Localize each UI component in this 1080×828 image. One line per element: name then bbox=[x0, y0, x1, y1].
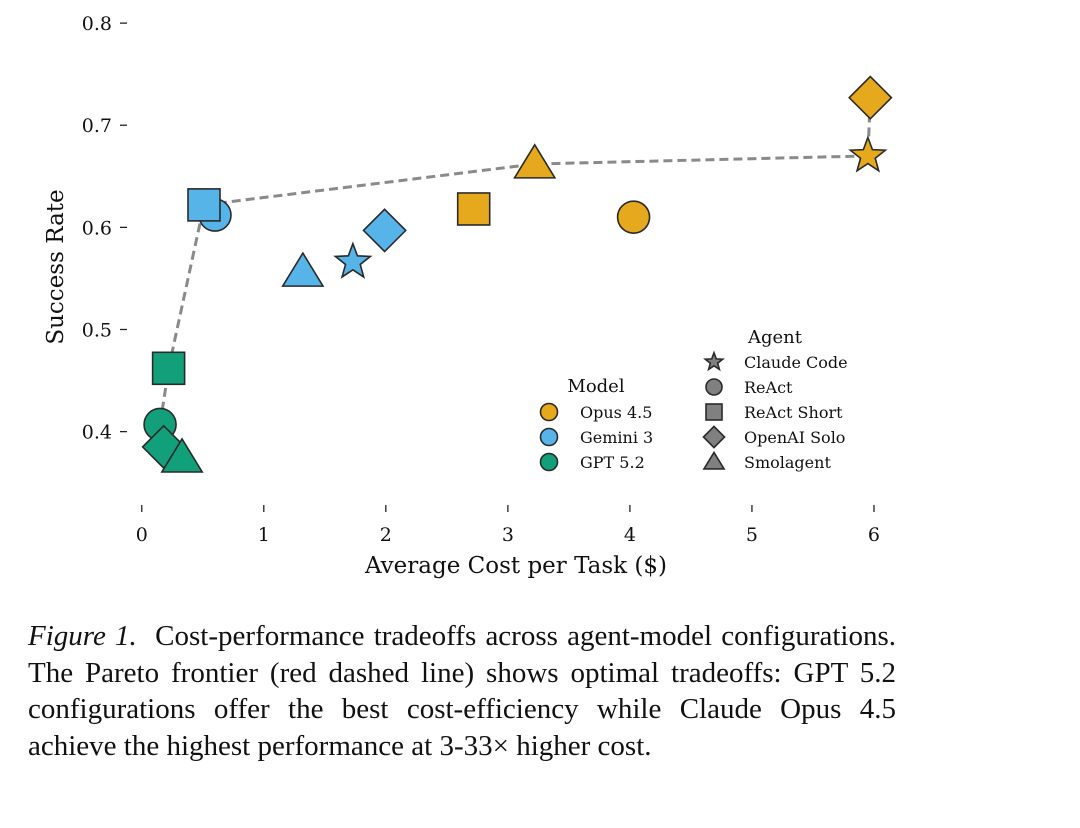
x-tick-label: 2 bbox=[380, 524, 392, 546]
legend-agent-label-react: ReAct bbox=[744, 378, 793, 397]
pareto-frontier-line bbox=[158, 97, 872, 425]
legend-agent-label-claude-code: Claude Code bbox=[744, 353, 848, 372]
caption-text: Cost-performance tradeoffs across agent-… bbox=[28, 620, 896, 762]
y-axis: 0.4 0.5 0.6 0.7 0.8 bbox=[82, 13, 127, 444]
legend-agent-marker-claude-code bbox=[703, 350, 725, 372]
legend-model-label-gpt-5-2: GPT 5.2 bbox=[580, 453, 645, 472]
data-points bbox=[141, 75, 893, 473]
point-gemini-3-react-short bbox=[187, 188, 221, 222]
legend-agent-label-openai-solo: OpenAI Solo bbox=[744, 428, 845, 447]
x-tick-label: 4 bbox=[624, 524, 636, 546]
legend-model: Model Opus 4.5 Gemini 3 GPT 5.2 bbox=[539, 376, 653, 472]
y-tick-label: 0.7 bbox=[82, 115, 112, 137]
x-tick-label: 6 bbox=[868, 524, 880, 546]
y-tick-label: 0.5 bbox=[82, 319, 112, 341]
legend-model-label-gemini-3: Gemini 3 bbox=[580, 428, 653, 447]
legend-agent-marker-smolagent bbox=[702, 450, 726, 470]
y-axis-label: Success Rate bbox=[43, 189, 69, 344]
pareto-frontier-group bbox=[158, 97, 872, 425]
point-opus-4-5-openai-solo bbox=[848, 75, 893, 120]
point-opus-4-5-smolagent bbox=[513, 143, 557, 179]
legend-agent-title: Agent bbox=[747, 327, 803, 348]
x-tick-label: 1 bbox=[258, 524, 270, 546]
x-tick-label: 0 bbox=[136, 524, 148, 546]
legend-model-swatch-gemini-3 bbox=[539, 427, 559, 447]
y-tick-label: 0.6 bbox=[82, 217, 112, 239]
legend-model-title: Model bbox=[567, 376, 624, 397]
y-tick-label: 0.4 bbox=[82, 422, 112, 444]
x-axis: 0 1 2 3 4 5 6 bbox=[136, 505, 880, 546]
point-gemini-3-smolagent bbox=[281, 251, 325, 287]
point-opus-4-5-react bbox=[616, 200, 651, 234]
legend-model-swatch-opus-4-5 bbox=[539, 402, 559, 422]
scatter-chart: 0.4 0.5 0.6 0.7 0.8 0 1 2 3 4 5 6 Success Rate Ave… bbox=[43, 13, 893, 579]
caption-label: Figure 1. bbox=[28, 620, 137, 652]
legend-model-label-opus-4-5: Opus 4.5 bbox=[580, 403, 652, 422]
point-gemini-3-openai-solo bbox=[362, 208, 407, 253]
point-gemini-3-claude-code bbox=[333, 241, 373, 279]
point-opus-4-5-react-short bbox=[456, 192, 491, 226]
figure-caption: Figure 1. Cost-performance tradeoffs acr… bbox=[28, 618, 896, 764]
x-tick-label: 3 bbox=[502, 524, 514, 546]
legend-agent-label-react-short: ReAct Short bbox=[744, 403, 843, 422]
point-opus-4-5-claude-code bbox=[848, 135, 888, 173]
point-gpt-5-2-smolagent bbox=[160, 437, 204, 473]
legend-agent-label-smolagent: Smolagent bbox=[744, 453, 831, 472]
legend-agent-marker-react-short bbox=[705, 403, 723, 421]
legend-agent-marker-openai-solo bbox=[702, 425, 726, 449]
point-gpt-5-2-react-short bbox=[151, 351, 186, 386]
legend-agent: Agent Claude Code ReAct ReAct Short OpenAI … bbox=[702, 327, 848, 472]
legend-model-swatch-gpt-5-2 bbox=[539, 452, 559, 472]
legend-agent-marker-react bbox=[705, 378, 723, 396]
x-tick-label: 5 bbox=[746, 524, 758, 546]
y-tick-label: 0.8 bbox=[82, 13, 112, 35]
x-axis-label: Average Cost per Task ($) bbox=[364, 553, 667, 579]
